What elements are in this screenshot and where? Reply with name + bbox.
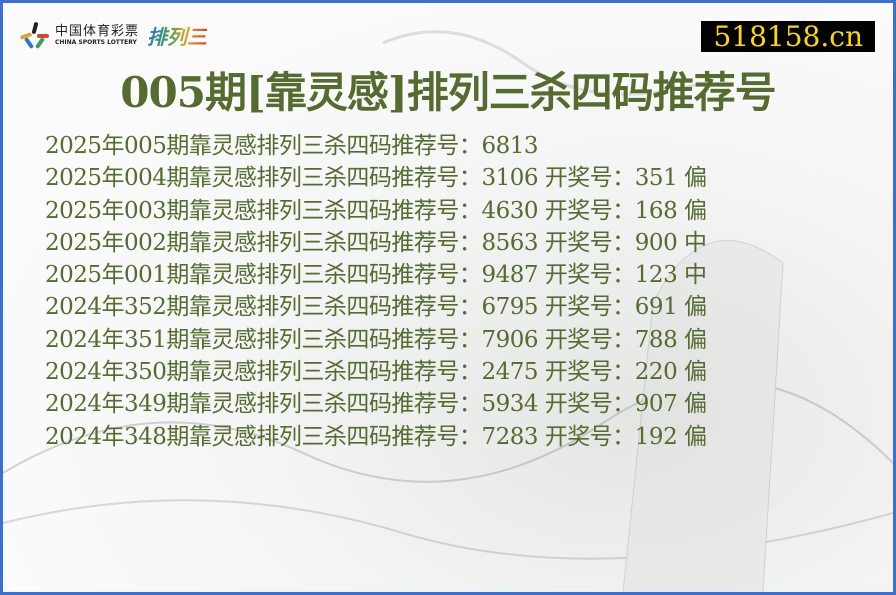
site-badge: 518158.cn [701, 21, 875, 52]
star-logo-icon [19, 21, 49, 50]
list-item: 2025年003期靠灵感排列三杀四码推荐号：4630 开奖号：168 偏 [45, 197, 707, 224]
landscape-sketch-background [3, 30, 893, 592]
game-logo: 排列三 [147, 21, 207, 50]
list-item: 2024年349期靠灵感排列三杀四码推荐号：5934 开奖号：907 偏 [45, 391, 707, 418]
list-item: 2024年352期靠灵感排列三杀四码推荐号：6795 开奖号：691 偏 [45, 294, 707, 321]
lottery-logo: 中国体育彩票 CHINA SPORTS LOTTERY 排列三 [19, 21, 207, 50]
list-item: 2024年351期靠灵感排列三杀四码推荐号：7906 开奖号：788 偏 [45, 326, 707, 353]
list-item: 2025年002期靠灵感排列三杀四码推荐号：8563 开奖号：900 中 [45, 229, 707, 256]
logo-en: CHINA SPORTS LOTTERY [55, 39, 137, 46]
list-item: 2025年001期靠灵感排列三杀四码推荐号：9487 开奖号：123 中 [45, 262, 707, 289]
list-item: 2024年350期靠灵感排列三杀四码推荐号：2475 开奖号：220 偏 [45, 359, 707, 386]
list-item: 2025年005期靠灵感排列三杀四码推荐号：6813 [45, 133, 538, 159]
logo-cn: 中国体育彩票 [55, 24, 140, 39]
list-item: 2025年004期靠灵感排列三杀四码推荐号：3106 开奖号：351 偏 [45, 165, 707, 192]
list-item: 2024年348期靠灵感排列三杀四码推荐号：7283 开奖号：192 偏 [45, 423, 707, 450]
page-title: 005期[靠灵感]排列三杀四码推荐号 [120, 68, 776, 117]
recommendation-list: 2025年005期靠灵感排列三杀四码推荐号：6813 2025年004期靠灵感排… [45, 130, 707, 453]
